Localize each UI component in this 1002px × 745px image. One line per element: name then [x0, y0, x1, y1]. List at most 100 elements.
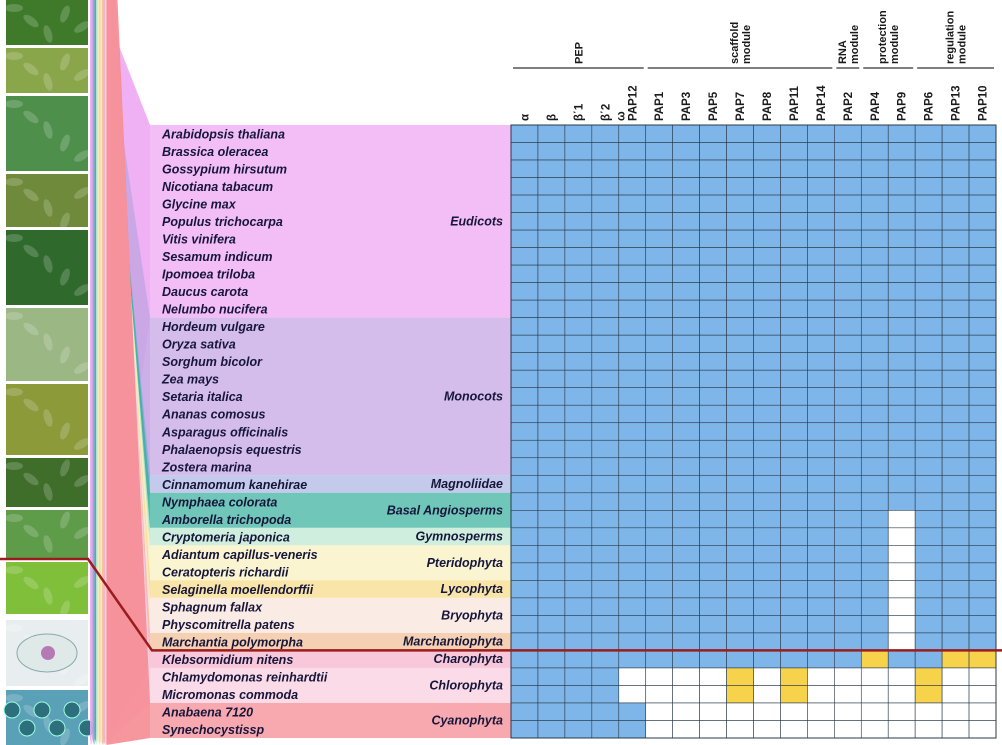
cell-phalaenopsis-equestris-pap2	[834, 439, 862, 459]
cell-hordeum-vulgare-1	[564, 317, 593, 336]
cell-arabidopsis-thaliana-pap6	[914, 124, 943, 143]
cell-chlamydomonas-reinhardtii-pap8	[753, 667, 781, 686]
cell-zostera-marina-pap3	[672, 457, 700, 476]
cell-marchantia-polymorpha-pap5	[699, 632, 727, 651]
cell-selaginella-moellendorffii-	[510, 580, 539, 599]
colony-cell	[63, 701, 81, 719]
cell-ceratopteris-richardii-pap9	[887, 562, 916, 581]
species-label-klebsormidium-nitens: Klebsormidium nitens	[162, 653, 293, 667]
leaf-shape	[74, 150, 90, 162]
cell-chlamydomonas-reinhardtii-1	[564, 667, 593, 686]
cell-daucus-carota-pap7	[726, 282, 754, 301]
module-header-scaffold-module: scaffold	[729, 22, 741, 64]
cell-asparagus-officinalis-pap11	[780, 422, 808, 441]
cell-adiantum-capillus-veneris-pap8	[753, 545, 781, 564]
cell-phalaenopsis-equestris-	[537, 439, 566, 459]
cell-gossypium-hirsutum-	[537, 159, 566, 178]
cell-brassica-oleracea-	[537, 142, 566, 161]
cell-oryza-sativa-pap9	[887, 334, 916, 353]
cell-nymphaea-colorata-pap4	[860, 492, 889, 511]
leaf-shape	[43, 333, 53, 351]
leaf-shape	[74, 187, 90, 199]
cell-nicotiana-tabacum-pap8	[753, 177, 781, 196]
cell-sesamum-indicum-pap1	[645, 247, 673, 266]
cell-nicotiana-tabacum-pap5	[699, 177, 727, 196]
species-label-marchantia-polymorpha: Marchantia polymorpha	[162, 635, 303, 649]
cell-brassica-oleracea-pap9	[887, 142, 916, 161]
cell-marchantia-polymorpha-pap9	[887, 632, 916, 651]
cell-oryza-sativa-pap7	[726, 334, 754, 353]
cell-chlamydomonas-reinhardtii-pap12	[618, 667, 647, 686]
species-label-daucus-carota: Daucus carota	[162, 285, 248, 299]
species-label-oryza-sativa: Oryza sativa	[162, 338, 236, 352]
column-header-: β	[546, 114, 558, 121]
column-headers: α β β΄1 β΄2 ω PAP12 PAP1 PAP3 PAP5 PAP7 PAP8 PAP11 P…	[513, 10, 994, 121]
cell-cinnamomum-kanehirae-1	[564, 474, 593, 494]
cell-arabidopsis-thaliana-pap13	[941, 124, 970, 143]
cell-selaginella-moellendorffii-pap1	[645, 580, 673, 599]
cell-klebsormidium-nitens-pap14	[807, 650, 835, 669]
cell-brassica-oleracea-pap3	[672, 142, 700, 161]
cell-sorghum-bicolor-	[537, 352, 566, 371]
cell-chlamydomonas-reinhardtii-pap6	[914, 667, 943, 686]
cell-cinnamomum-kanehirae-pap5	[699, 474, 727, 494]
species-label-nymphaea-colorata: Nymphaea colorata	[162, 495, 277, 509]
cell-vitis-vinifera-1	[564, 229, 593, 248]
cell-nymphaea-colorata-pap3	[672, 492, 700, 511]
photo-4	[5, 174, 90, 230]
cell-populus-trichocarpa-2	[591, 212, 620, 231]
photo-strip	[3, 0, 96, 745]
cell-daucus-carota-1	[564, 282, 593, 301]
cell-sorghum-bicolor-pap12	[618, 352, 647, 371]
cell-klebsormidium-nitens-pap1	[645, 650, 673, 669]
cell-sesamum-indicum-pap8	[753, 247, 781, 266]
cell-adiantum-capillus-veneris-pap10	[968, 545, 997, 564]
cell-phalaenopsis-equestris-pap8	[753, 439, 781, 459]
colony-cell	[3, 701, 21, 719]
species-label-phalaenopsis-equestris: Phalaenopsis equestris	[162, 443, 302, 457]
cell-cinnamomum-kanehirae-pap6	[914, 474, 943, 494]
cell-amborella-trichopoda-pap3	[672, 510, 700, 529]
cell-nelumbo-nucifera-pap6	[914, 299, 943, 318]
cell-ipomoea-triloba-2	[591, 264, 620, 283]
cell-daucus-carota-pap10	[968, 282, 997, 301]
photo-bg	[6, 308, 88, 381]
cell-adiantum-capillus-veneris-pap4	[860, 545, 889, 564]
cell-ananas-comosus-pap11	[780, 404, 808, 424]
cell-daucus-carota-pap11	[780, 282, 808, 301]
cell-vitis-vinifera-pap5	[699, 229, 727, 248]
cell-populus-trichocarpa-pap5	[699, 212, 727, 231]
cell-phalaenopsis-equestris-pap9	[887, 439, 916, 459]
cell-asparagus-officinalis-pap9	[887, 422, 916, 441]
cell-oryza-sativa-pap6	[914, 334, 943, 353]
cell-cinnamomum-kanehirae-pap4	[860, 474, 889, 494]
cell-selaginella-moellendorffii-pap7	[726, 580, 754, 599]
leaf-shape	[23, 322, 39, 336]
cell-marchantia-polymorpha-pap8	[753, 632, 781, 651]
cell-chlamydomonas-reinhardtii-	[510, 667, 539, 686]
cell-asparagus-officinalis-pap1	[645, 422, 673, 441]
cell-klebsormidium-nitens-pap5	[699, 650, 727, 669]
column-header-2: β΄2	[600, 104, 612, 121]
cell-physcomitrella-patens-pap2	[834, 615, 862, 634]
cell-brassica-oleracea-	[510, 142, 539, 161]
cell-marchantia-polymorpha-2	[591, 632, 620, 651]
cell-populus-trichocarpa-pap6	[914, 212, 943, 231]
cell-glycine-max-pap1	[645, 194, 673, 213]
cell-sorghum-bicolor-pap14	[807, 352, 835, 371]
cell-nicotiana-tabacum-pap7	[726, 177, 754, 196]
cell-gossypium-hirsutum-pap5	[699, 159, 727, 178]
cell-cryptomeria-japonica-pap7	[726, 527, 754, 546]
cell-asparagus-officinalis-pap7	[726, 422, 754, 441]
cell-chlamydomonas-reinhardtii-pap5	[699, 667, 727, 686]
band-charophyta	[150, 650, 511, 668]
cell-nicotiana-tabacum-pap9	[887, 177, 916, 196]
cell-nelumbo-nucifera-pap10	[968, 299, 997, 318]
leaf-shape	[23, 62, 39, 76]
cell-amborella-trichopoda-pap7	[726, 510, 754, 529]
leaf-shape	[23, 576, 39, 590]
cell-cryptomeria-japonica-pap3	[672, 527, 700, 546]
cell-marchantia-polymorpha-pap11	[780, 632, 808, 651]
cell-micromonas-commoda-pap2	[834, 685, 862, 704]
cell-nelumbo-nucifera-pap9	[887, 299, 916, 318]
